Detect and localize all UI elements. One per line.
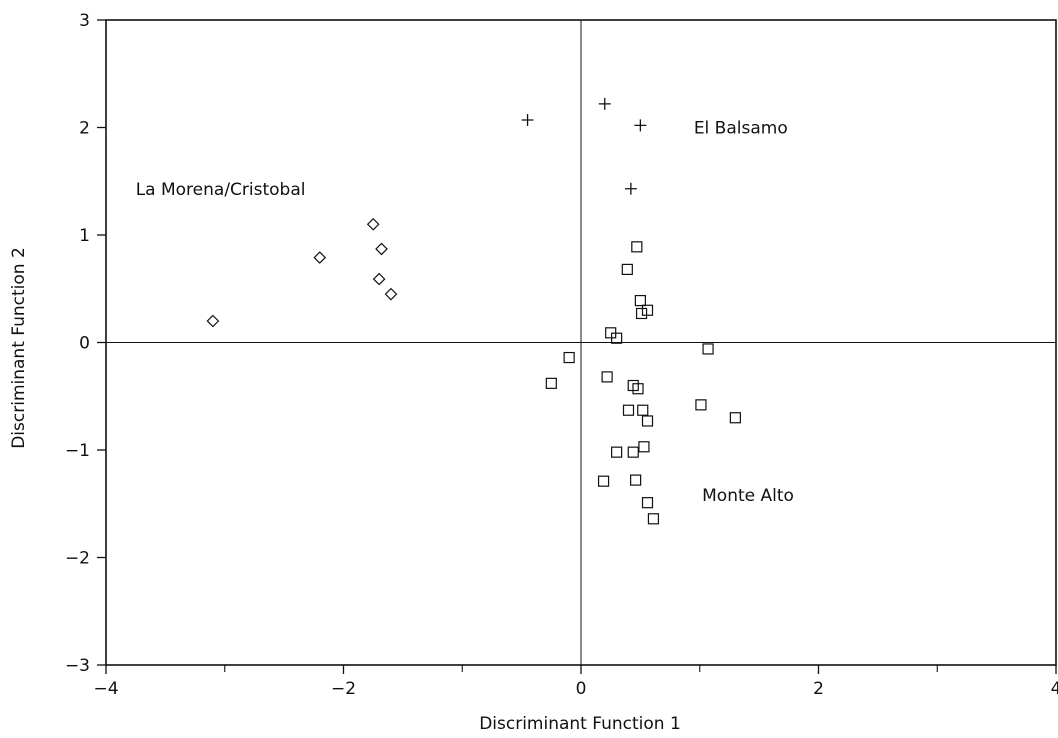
plus-point: [598, 97, 611, 110]
reference-lines: [106, 20, 1056, 665]
y-tick-label: 1: [79, 226, 90, 246]
square-point: [695, 399, 707, 411]
square-point: [621, 263, 633, 275]
x-tick-label: −2: [331, 679, 356, 699]
annotations: El Balsamo La Morena/Cristobal Monte Alto: [136, 119, 794, 507]
y-tick-label: 3: [79, 11, 90, 31]
diamond-point: [206, 314, 220, 328]
square-point: [702, 343, 714, 355]
diamond-point: [384, 287, 398, 301]
y-tick-label: −3: [65, 656, 90, 676]
square-point: [563, 351, 575, 364]
square-point: [647, 513, 660, 525]
square-point: [611, 332, 623, 344]
square-point: [631, 241, 643, 253]
y-tick-label: 2: [79, 119, 90, 139]
diamond-point: [366, 217, 380, 231]
square-point: [641, 304, 654, 316]
diamond-point: [372, 272, 386, 286]
square-point: [627, 446, 639, 458]
x-tick-label: 0: [576, 679, 587, 699]
x-axis-label: Discriminant Function 1: [479, 714, 681, 734]
square-point: [638, 441, 650, 453]
square-point: [637, 404, 649, 416]
data-points: [206, 97, 741, 525]
group-label: El Balsamo: [694, 119, 788, 139]
square-point: [611, 446, 623, 458]
diamond-point: [313, 251, 327, 264]
y-axis-label: Discriminant Function 2: [9, 247, 29, 449]
axis-ticks: −4 −2 0 2 4 −3 −2 −1 0 1 2 3: [65, 11, 1058, 699]
plus-point: [624, 182, 637, 195]
y-tick-label: −1: [65, 441, 90, 461]
plus-point: [634, 119, 647, 132]
group-label: La Morena/Cristobal: [136, 180, 306, 200]
plus-point: [521, 113, 534, 126]
x-tick-label: 4: [1051, 679, 1058, 699]
diamond-point: [375, 242, 388, 256]
square-point: [630, 474, 642, 486]
square-point: [634, 294, 646, 307]
square-point: [729, 412, 741, 424]
square-point: [601, 371, 613, 383]
square-point: [635, 307, 648, 320]
y-tick-label: −2: [65, 549, 90, 569]
square-point: [622, 404, 635, 416]
square-point: [597, 475, 610, 487]
x-tick-label: 2: [813, 679, 824, 699]
square-point: [545, 377, 557, 389]
square-point: [641, 497, 654, 509]
square-point: [641, 415, 654, 427]
square-point: [632, 383, 644, 395]
x-tick-label: −4: [93, 679, 118, 699]
group-label: Monte Alto: [702, 486, 794, 506]
y-tick-label: 0: [79, 334, 90, 354]
